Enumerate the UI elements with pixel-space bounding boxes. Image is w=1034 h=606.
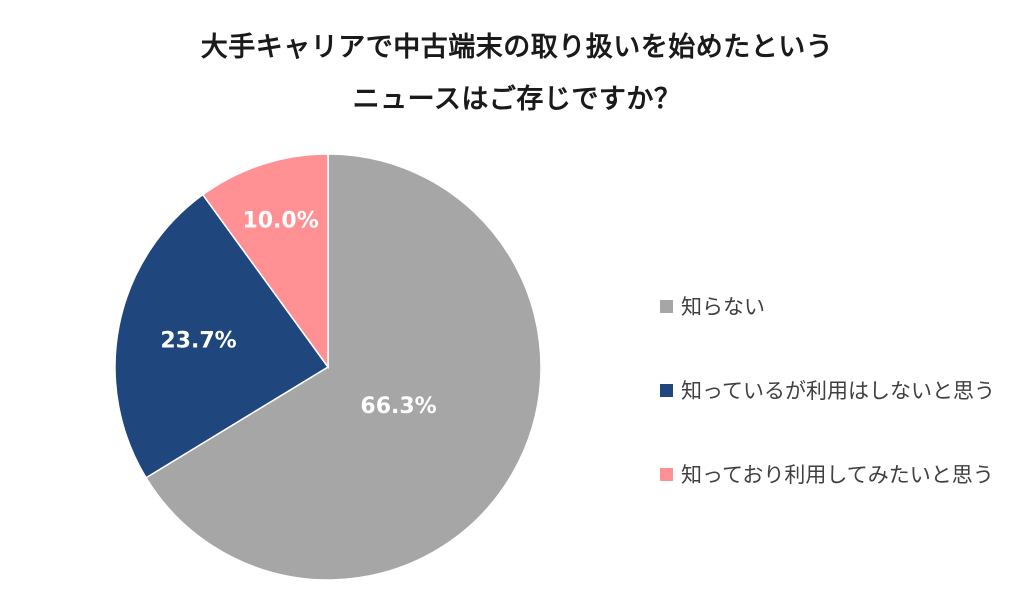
data-label-aware-want-use: 10.0%: [242, 209, 318, 234]
legend-swatch-aware-want-use: [660, 467, 673, 481]
legend-item-aware-no-use: 知っているが利用はしないと思う: [660, 348, 995, 432]
legend-item-unaware: 知らない: [660, 264, 995, 348]
chart-title: 大手キャリアで中古端末の取り扱いを始めたという ニュースはご存じですか？: [0, 22, 1034, 126]
data-label-aware-no-use: 23.7%: [160, 329, 236, 354]
data-label-unaware: 66.3%: [360, 394, 436, 419]
chart-title-line-2: ニュースはご存じですか？: [352, 84, 682, 115]
pie-slice-aware-no-use: [114, 193, 330, 479]
legend-swatch-aware-no-use: [660, 383, 673, 397]
legend-label-aware-want-use: 知っており利用してみたいと思う: [681, 463, 994, 487]
pie-slice-aware-want-use: [201, 153, 329, 370]
chart-title-line-1: 大手キャリアで中古端末の取り扱いを始めたという: [200, 32, 834, 63]
chart-legend: 知らない 知っているが利用はしないと思う 知っており利用してみたいと思う: [660, 264, 995, 516]
legend-label-aware-no-use: 知っているが利用はしないと思う: [681, 379, 995, 403]
pie-slice-unaware: [145, 153, 542, 581]
legend-swatch-unaware: [660, 299, 673, 313]
legend-label-unaware: 知らない: [681, 295, 765, 319]
legend-item-aware-want-use: 知っており利用してみたいと思う: [660, 432, 995, 516]
